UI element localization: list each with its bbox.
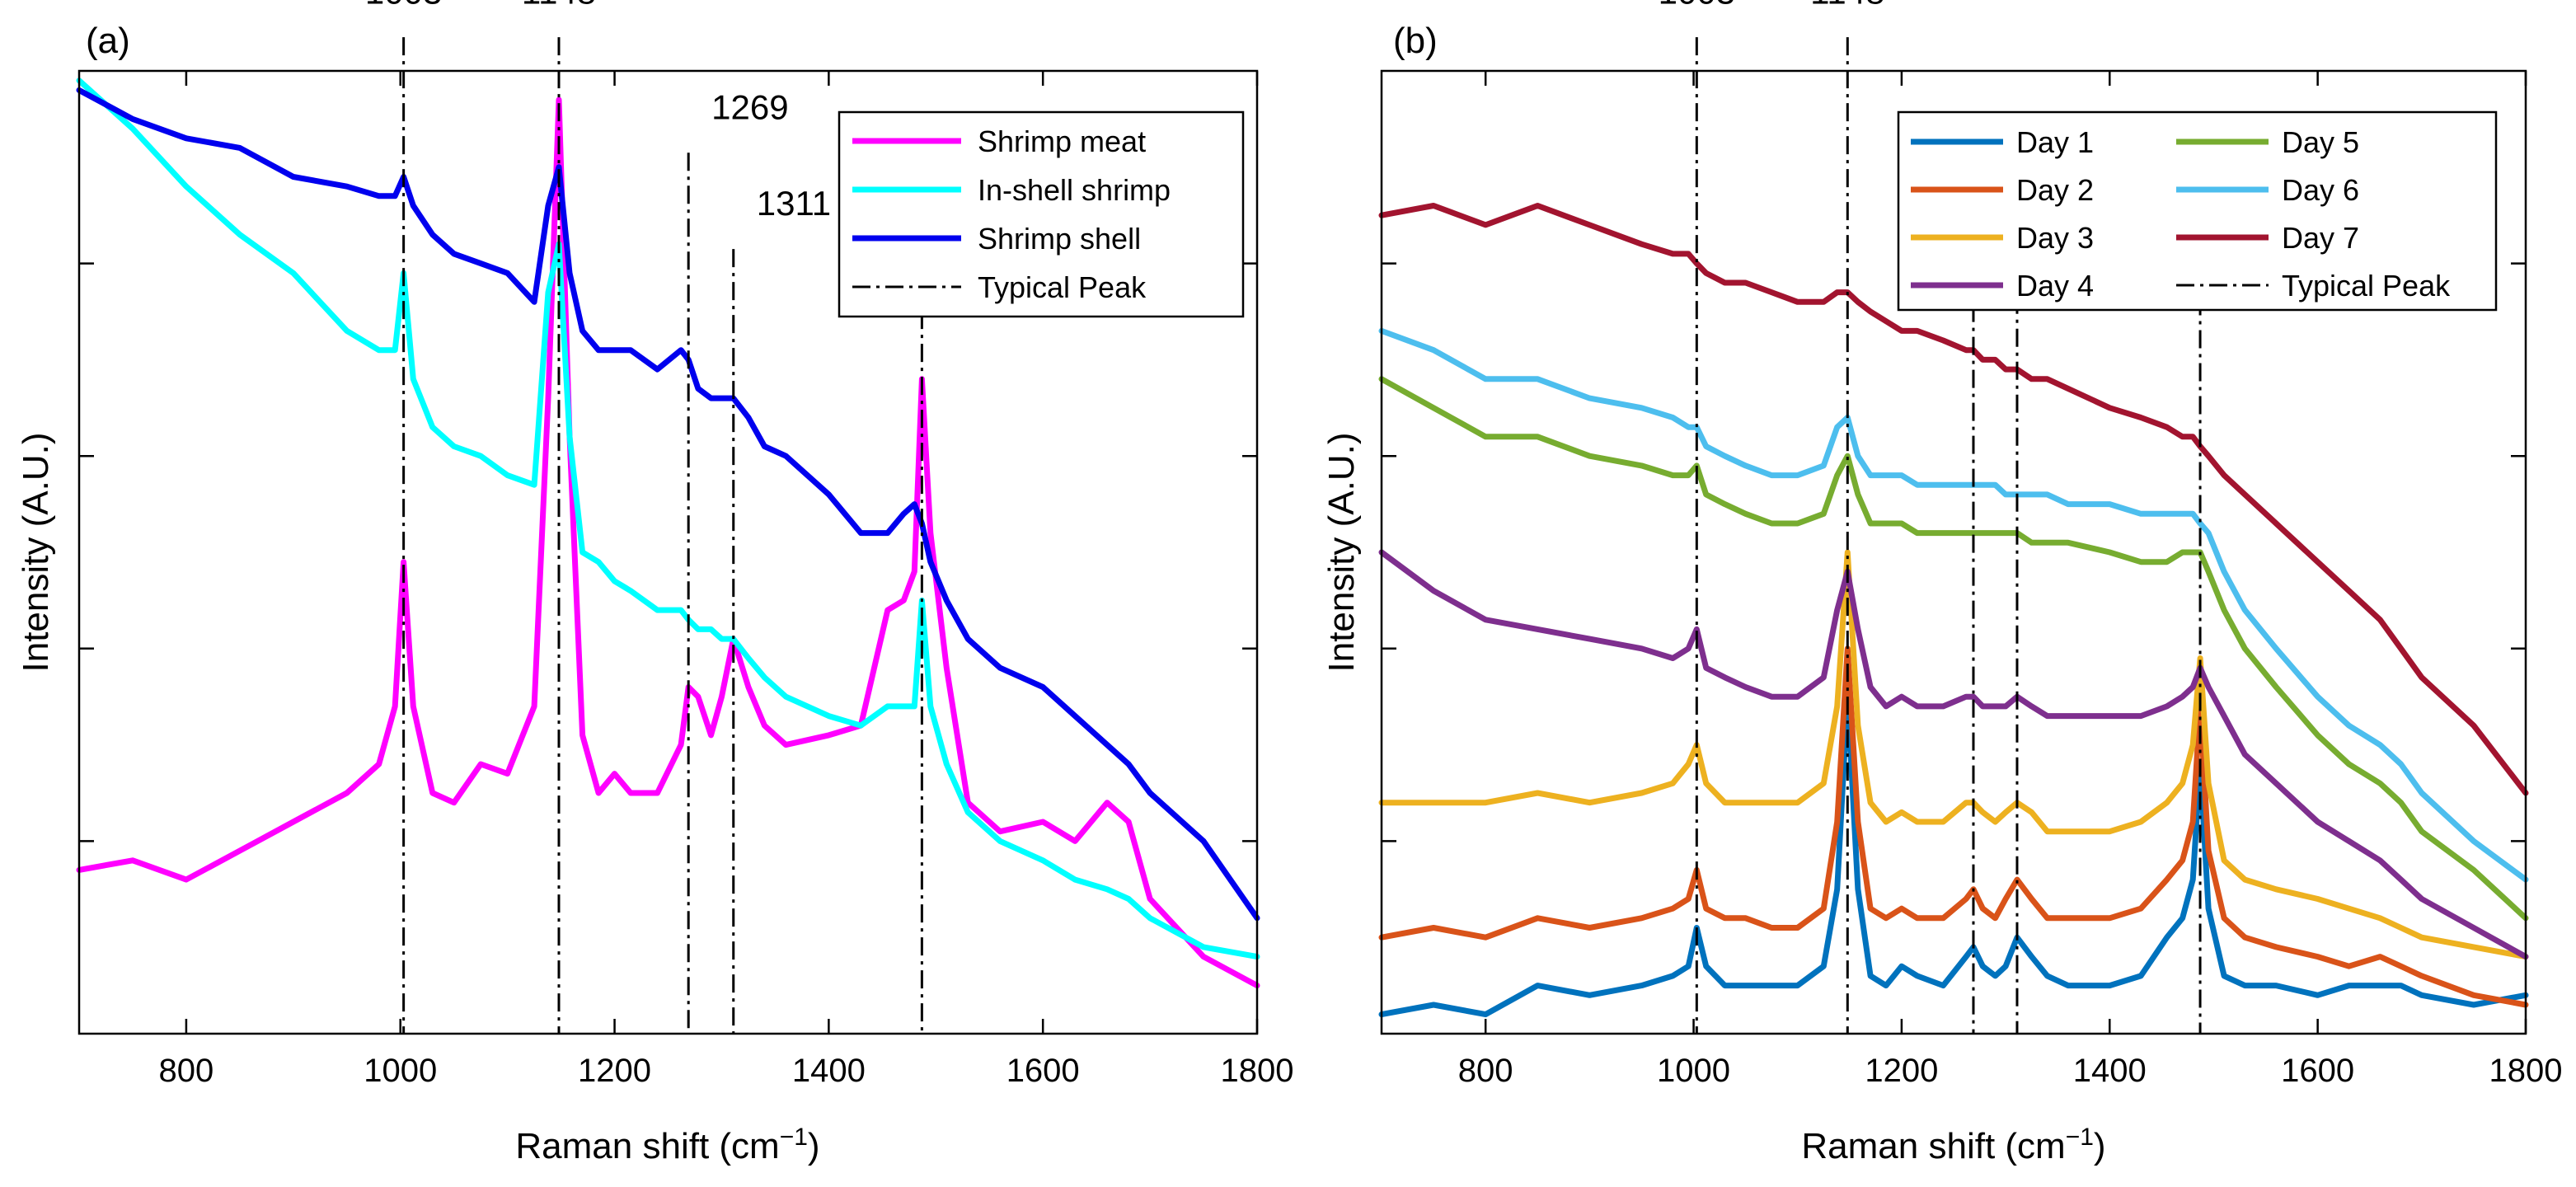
series-line-day-3 bbox=[1378, 549, 2529, 960]
panel-b-x-tick-labels: 800 1000 1200 1400 1600 1800 bbox=[1458, 1053, 2563, 1089]
panel-a-legend: Shrimp meat In-shell shrimp Shrimp shell… bbox=[838, 110, 1245, 318]
legend-label-typical-peak: Typical Peak bbox=[2282, 269, 2451, 303]
x-tick-label-1200: 1200 bbox=[1865, 1053, 1938, 1089]
x-tick-label-1600: 1600 bbox=[1006, 1053, 1080, 1089]
legend-label-shrimp-meat: Shrimp meat bbox=[978, 124, 1146, 158]
panel-a-label: (a) bbox=[86, 21, 130, 61]
panel-a-peak-lines bbox=[402, 37, 923, 1034]
x-tick-label-1800: 1800 bbox=[2489, 1053, 2563, 1089]
peak-label-1148: 1148 bbox=[1810, 0, 1884, 11]
series-line-day-4 bbox=[1378, 549, 2529, 960]
panel-b: (b) 1003 1148 1269 1311 1487 80010001200… bbox=[1321, 0, 2562, 1166]
x-tick-label-1200: 1200 bbox=[578, 1053, 651, 1089]
x-tick-label-1000: 1000 bbox=[1657, 1053, 1730, 1089]
panel-a-ticks bbox=[79, 71, 1259, 1034]
panel-b-y-axis-title: Intensity (A.U.) bbox=[1321, 433, 1362, 673]
x-tick-label-800: 800 bbox=[159, 1053, 214, 1089]
x-tick-label-1800: 1800 bbox=[1221, 1053, 1294, 1089]
legend-label-day-5: Day 5 bbox=[2282, 125, 2359, 159]
peak-label-1003: 1003 bbox=[365, 0, 442, 11]
panel-b-series-group bbox=[1378, 203, 2529, 1018]
panel-b-legend-box bbox=[1897, 110, 2498, 312]
legend-label-day-4: Day 4 bbox=[2016, 269, 2094, 303]
legend-label-day-2: Day 2 bbox=[2016, 173, 2094, 207]
legend-label-day-1: Day 1 bbox=[2016, 125, 2094, 159]
peak-label-1148: 1148 bbox=[522, 0, 596, 11]
x-tick-label-1400: 1400 bbox=[2073, 1053, 2147, 1089]
legend-label-typical-peak: Typical Peak bbox=[978, 270, 1147, 304]
x-tick-label-1400: 1400 bbox=[792, 1053, 866, 1089]
panel-b-x-axis-title: Raman shift (cm−1) bbox=[1801, 1124, 2105, 1166]
legend-label-day-7: Day 7 bbox=[2282, 221, 2359, 255]
legend-label-day-6: Day 6 bbox=[2282, 173, 2359, 207]
panel-b-label: (b) bbox=[1393, 21, 1438, 61]
panel-a-x-tick-labels: 800 1000 1200 1400 1600 1800 bbox=[159, 1053, 1294, 1089]
series-line-day-5 bbox=[1378, 376, 2529, 922]
x-tick-label-1000: 1000 bbox=[364, 1053, 437, 1089]
peak-label-1311: 1311 bbox=[757, 184, 831, 223]
legend-label-shrimp-shell: Shrimp shell bbox=[978, 222, 1141, 256]
panel-b-legend: Day 1 Day 2 Day 3 Day 4 Day 5 Day 6 Day … bbox=[1897, 110, 2498, 312]
panel-a: (a) 1003 1148 1269 1311 1487 80010001200… bbox=[16, 0, 1293, 1166]
legend-label-in-shell-shrimp: In-shell shrimp bbox=[978, 173, 1171, 207]
panel-a-x-axis-title: Raman shift (cm−1) bbox=[515, 1124, 819, 1166]
x-tick-label-800: 800 bbox=[1458, 1053, 1513, 1089]
panel-b-peak-lines bbox=[1695, 37, 2202, 1034]
panel-b-ticks bbox=[1382, 71, 2527, 1034]
peak-label-1003: 1003 bbox=[1659, 0, 1735, 11]
panel-a-legend-box bbox=[838, 110, 1245, 318]
panel-b-plot-frame bbox=[1380, 69, 2527, 1035]
x-tick-label-1600: 1600 bbox=[2281, 1053, 2354, 1089]
peak-label-1269: 1269 bbox=[711, 87, 788, 126]
legend-label-day-3: Day 3 bbox=[2016, 221, 2094, 255]
panel-a-plot-frame bbox=[77, 69, 1259, 1035]
panel-a-y-axis-title: Intensity (A.U.) bbox=[16, 433, 56, 673]
